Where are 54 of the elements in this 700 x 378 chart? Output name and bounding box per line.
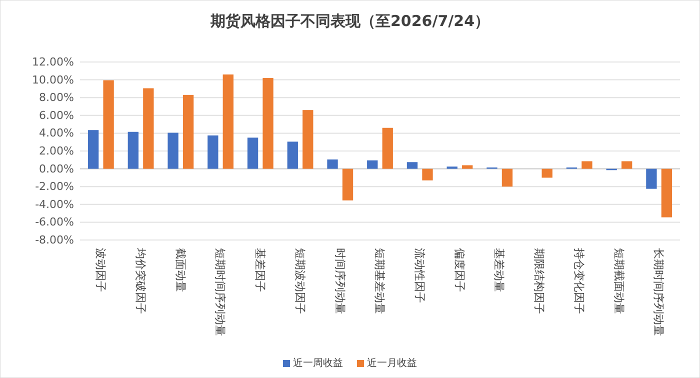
bar (208, 135, 218, 169)
y-tick-label: 4.00% (39, 126, 74, 140)
x-tick-label: 时间序列动量 (333, 248, 346, 314)
bar (302, 110, 314, 169)
bar (168, 132, 178, 169)
x-tick-label: 截面动量 (174, 248, 187, 292)
legend-label: 近一月收益 (367, 357, 417, 369)
x-tick-label: 短期时间序列动量 (214, 248, 227, 336)
chart-title: 期货风格因子不同表现（至2026/7/24） (209, 12, 490, 30)
x-tick-label: 流动性因子 (413, 248, 426, 303)
y-tick-label: 2.00% (39, 144, 74, 158)
bar (327, 159, 338, 169)
bar (342, 168, 354, 200)
bar (103, 80, 114, 169)
bar (462, 165, 473, 169)
y-tick-label: -8.00% (35, 234, 74, 247)
bar (382, 128, 393, 169)
y-tick-label: -2.00% (35, 180, 74, 194)
bar (262, 78, 274, 169)
bar (247, 138, 258, 169)
x-tick-label: 持仓变化因子 (572, 248, 586, 314)
y-tick-label: -4.00% (35, 198, 74, 211)
x-tick-label: 短期截面动量 (612, 248, 626, 314)
y-tick-label: 0.00% (39, 162, 74, 176)
x-tick-label: 均价突破因子 (134, 247, 147, 314)
x-tick-label: 基差动量 (492, 248, 506, 292)
bar (128, 132, 139, 169)
x-tick-label: 短期波动因子 (293, 248, 306, 314)
bar (88, 130, 99, 169)
x-tick-label: 期限结构因子 (532, 248, 546, 314)
bar (406, 162, 418, 169)
x-tick-label: 短期基差动量 (373, 248, 386, 314)
bar (422, 168, 433, 180)
y-tick-label: 12.00% (32, 56, 74, 69)
bar (621, 161, 632, 169)
bar (367, 160, 378, 169)
y-tick-label: 6.00% (39, 108, 74, 122)
y-tick-label: -6.00% (35, 216, 74, 229)
y-tick-label: 10.00% (32, 73, 74, 86)
bar (287, 142, 298, 169)
bar (661, 168, 672, 218)
x-tick-label: 基差因子 (254, 248, 267, 292)
x-tick-label: 偏度因子 (452, 248, 466, 292)
x-tick-label: 波动因子 (94, 248, 108, 292)
x-tick-label: 长期时间序列动量 (652, 248, 666, 336)
legend-label: 近一周收益 (293, 357, 343, 369)
bar (182, 94, 194, 169)
bar (646, 168, 657, 189)
y-tick-label: 8.00% (39, 91, 74, 104)
bar (222, 74, 234, 169)
bar (143, 88, 154, 169)
bar (502, 168, 513, 187)
bar (542, 168, 552, 178)
bar (582, 161, 592, 169)
